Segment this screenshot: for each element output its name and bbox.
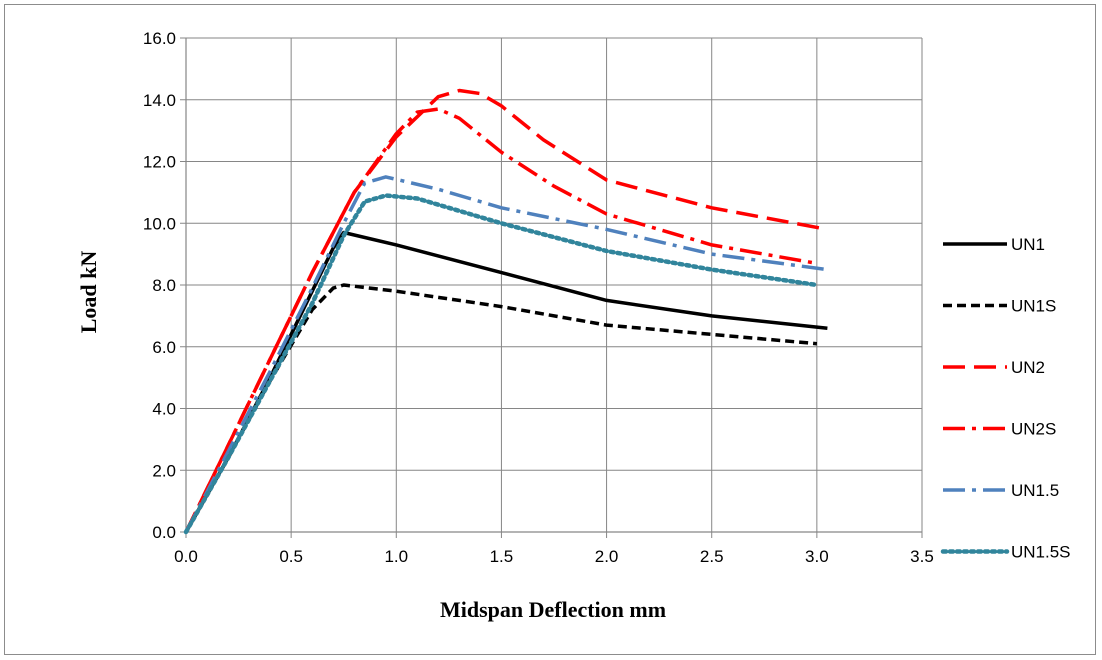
x-tick-label: 0.5	[279, 547, 303, 566]
legend: UN1 UN1S UN2 UN2S UN1.5 UN1.5S	[940, 235, 1071, 562]
legend-label: UN2	[1011, 358, 1045, 377]
legend-label: UN1S	[1011, 297, 1056, 316]
y-tick-label: 4.0	[152, 400, 176, 419]
x-tick-label: 2.0	[595, 547, 619, 566]
series-line-un1-5	[184, 175, 828, 533]
legend-label: UN1.5S	[1011, 543, 1071, 562]
x-axis-title: Midspan Deflection mm	[440, 597, 666, 622]
series-line-un1-5s	[183, 193, 820, 535]
y-tick-label: 0.0	[152, 523, 176, 542]
x-tick-label: 1.0	[384, 547, 408, 566]
legend-label: UN1	[1011, 235, 1045, 254]
x-tick-label: 3.0	[805, 547, 829, 566]
x-tick-label: 1.5	[490, 547, 514, 566]
y-tick-label: 2.0	[152, 461, 176, 480]
x-tick-label: 3.5	[910, 547, 934, 566]
series-line-un1	[184, 230, 828, 533]
series-lines	[183, 88, 828, 535]
y-tick-label: 8.0	[152, 276, 176, 295]
y-tick-label: 10.0	[143, 214, 176, 233]
legend-label: UN2S	[1011, 420, 1056, 439]
y-tick-label: 6.0	[152, 338, 176, 357]
x-tick-label: 2.5	[700, 547, 724, 566]
y-axis-title: Load kN	[76, 251, 101, 334]
series-line-un2s	[184, 107, 818, 533]
y-tick-label: 16.0	[143, 29, 176, 48]
y-tick-label: 12.0	[143, 153, 176, 172]
legend-label: UN1.5	[1011, 481, 1059, 500]
y-tick-label: 14.0	[143, 91, 176, 110]
series-line-un2	[184, 88, 828, 533]
x-tick-label: 0.0	[174, 547, 198, 566]
gridlines	[186, 37, 923, 532]
axes: 0.0 0.5 1.0 1.5 2.0 2.5 3.0 3.5 0.0 2.0 4.0 6.0 8.0 1…	[143, 29, 934, 566]
